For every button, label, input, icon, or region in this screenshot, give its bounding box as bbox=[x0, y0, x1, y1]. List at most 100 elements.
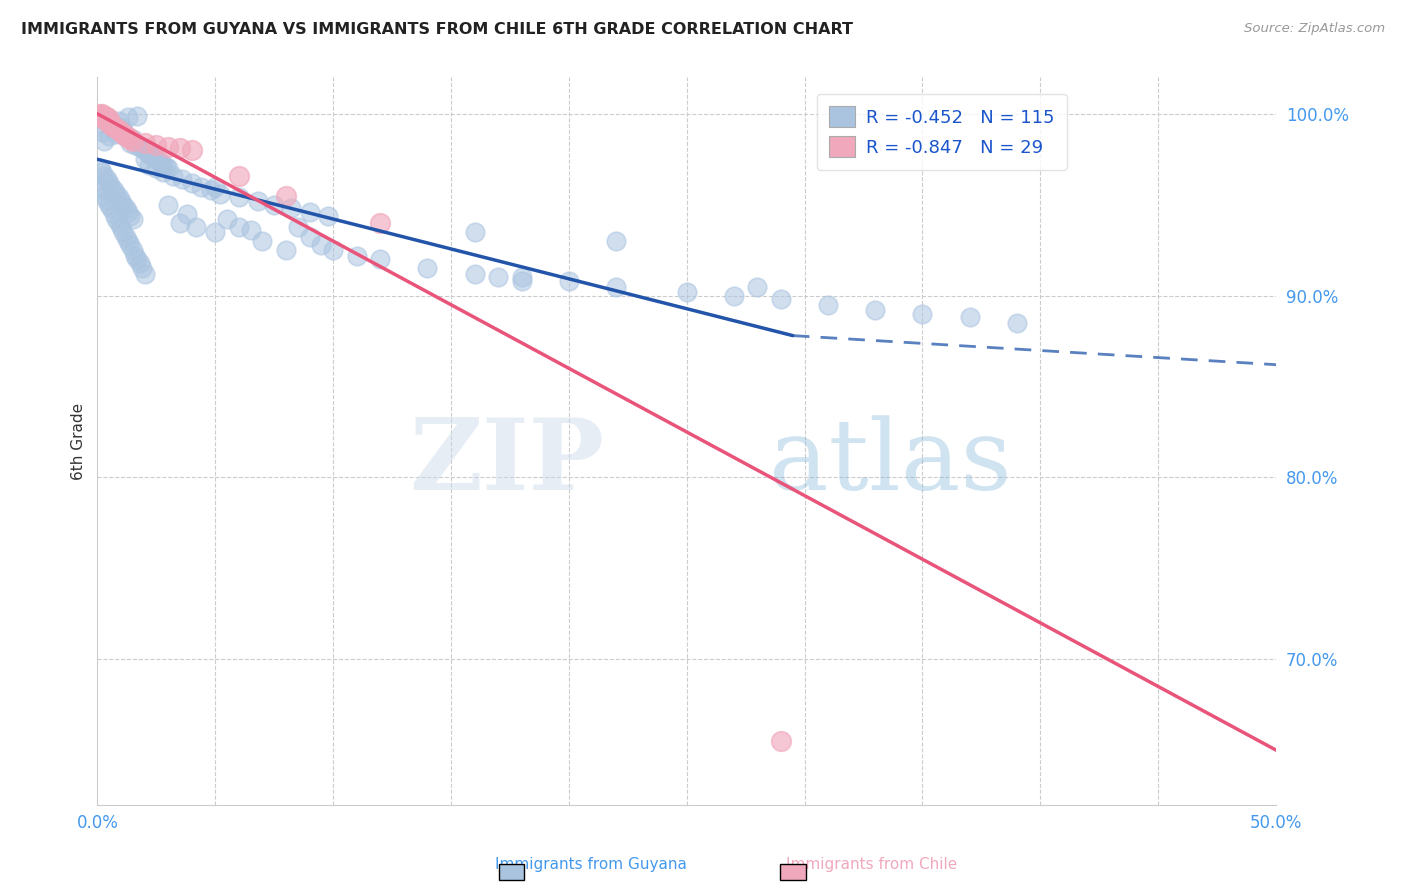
Point bbox=[769, 292, 792, 306]
Point bbox=[274, 243, 297, 257]
Point bbox=[200, 183, 222, 197]
Point bbox=[105, 121, 128, 136]
Point bbox=[100, 202, 122, 216]
Point bbox=[134, 136, 156, 150]
Point bbox=[96, 194, 118, 208]
Point bbox=[110, 125, 132, 139]
Point bbox=[98, 116, 121, 130]
Point bbox=[959, 310, 981, 325]
Point bbox=[107, 216, 129, 230]
Point bbox=[169, 216, 191, 230]
Point bbox=[93, 188, 115, 202]
Point bbox=[180, 176, 202, 190]
Point bbox=[117, 130, 139, 145]
Point bbox=[464, 267, 486, 281]
Point bbox=[93, 134, 115, 148]
Point bbox=[723, 288, 745, 302]
Point bbox=[120, 237, 142, 252]
Point bbox=[112, 123, 135, 137]
Point bbox=[117, 234, 139, 248]
Point bbox=[89, 107, 111, 121]
Point bbox=[124, 137, 146, 152]
Legend: R = -0.452   N = 115, R = -0.847   N = 29: R = -0.452 N = 115, R = -0.847 N = 29 bbox=[817, 94, 1067, 169]
Point bbox=[110, 219, 132, 234]
Point bbox=[298, 205, 321, 219]
Point bbox=[105, 186, 128, 201]
Point bbox=[120, 132, 142, 146]
Point bbox=[127, 252, 149, 267]
Point bbox=[416, 261, 439, 276]
Point bbox=[128, 256, 150, 270]
Point bbox=[311, 237, 333, 252]
Point bbox=[148, 154, 170, 169]
Point bbox=[157, 139, 180, 153]
Point bbox=[228, 169, 250, 183]
Point bbox=[1005, 316, 1028, 330]
Point bbox=[134, 153, 156, 167]
Point bbox=[239, 223, 262, 237]
Point bbox=[817, 298, 839, 312]
Point bbox=[190, 179, 212, 194]
Point bbox=[368, 252, 391, 267]
Point bbox=[208, 186, 231, 201]
Point bbox=[127, 109, 149, 123]
Point bbox=[120, 209, 142, 223]
Point bbox=[121, 132, 143, 146]
Point bbox=[105, 127, 128, 141]
Point bbox=[96, 172, 118, 186]
Point bbox=[134, 143, 156, 157]
Point bbox=[510, 274, 533, 288]
Text: atlas: atlas bbox=[769, 415, 1012, 511]
Point bbox=[204, 225, 226, 239]
Point bbox=[93, 112, 115, 127]
Point bbox=[138, 146, 160, 161]
Point bbox=[124, 249, 146, 263]
Point bbox=[145, 161, 167, 176]
Point bbox=[100, 179, 122, 194]
Point bbox=[263, 197, 285, 211]
Point bbox=[98, 197, 121, 211]
Point bbox=[246, 194, 269, 208]
Point bbox=[128, 139, 150, 153]
Point bbox=[107, 123, 129, 137]
Text: Immigrants from Chile: Immigrants from Chile bbox=[786, 857, 957, 872]
Point bbox=[112, 197, 135, 211]
Point bbox=[134, 267, 156, 281]
Point bbox=[145, 153, 167, 167]
Point bbox=[103, 120, 125, 134]
Point bbox=[121, 212, 143, 227]
Point bbox=[96, 112, 118, 127]
Point bbox=[747, 279, 769, 293]
Point bbox=[110, 120, 132, 134]
Point bbox=[287, 219, 309, 234]
Y-axis label: 6th Grade: 6th Grade bbox=[72, 402, 86, 480]
Point bbox=[215, 212, 238, 227]
Point bbox=[91, 111, 114, 125]
Point bbox=[141, 148, 163, 162]
Point bbox=[100, 118, 122, 132]
Point bbox=[157, 161, 180, 176]
Point bbox=[98, 128, 121, 143]
Point bbox=[91, 125, 114, 139]
Point bbox=[228, 219, 250, 234]
Point bbox=[131, 141, 153, 155]
Point bbox=[112, 127, 135, 141]
Point bbox=[558, 274, 581, 288]
Point bbox=[89, 179, 111, 194]
Point bbox=[114, 202, 136, 216]
Point bbox=[120, 136, 142, 150]
Point bbox=[93, 169, 115, 183]
Point bbox=[131, 261, 153, 276]
Point bbox=[298, 230, 321, 244]
Point bbox=[169, 141, 191, 155]
Point bbox=[91, 107, 114, 121]
Point bbox=[93, 109, 115, 123]
Point bbox=[107, 114, 129, 128]
Point bbox=[107, 190, 129, 204]
Point bbox=[605, 279, 627, 293]
Text: IMMIGRANTS FROM GUYANA VS IMMIGRANTS FROM CHILE 6TH GRADE CORRELATION CHART: IMMIGRANTS FROM GUYANA VS IMMIGRANTS FRO… bbox=[21, 22, 853, 37]
Point bbox=[135, 145, 157, 159]
Point bbox=[114, 130, 136, 145]
Point bbox=[162, 169, 184, 183]
Point bbox=[252, 234, 274, 248]
